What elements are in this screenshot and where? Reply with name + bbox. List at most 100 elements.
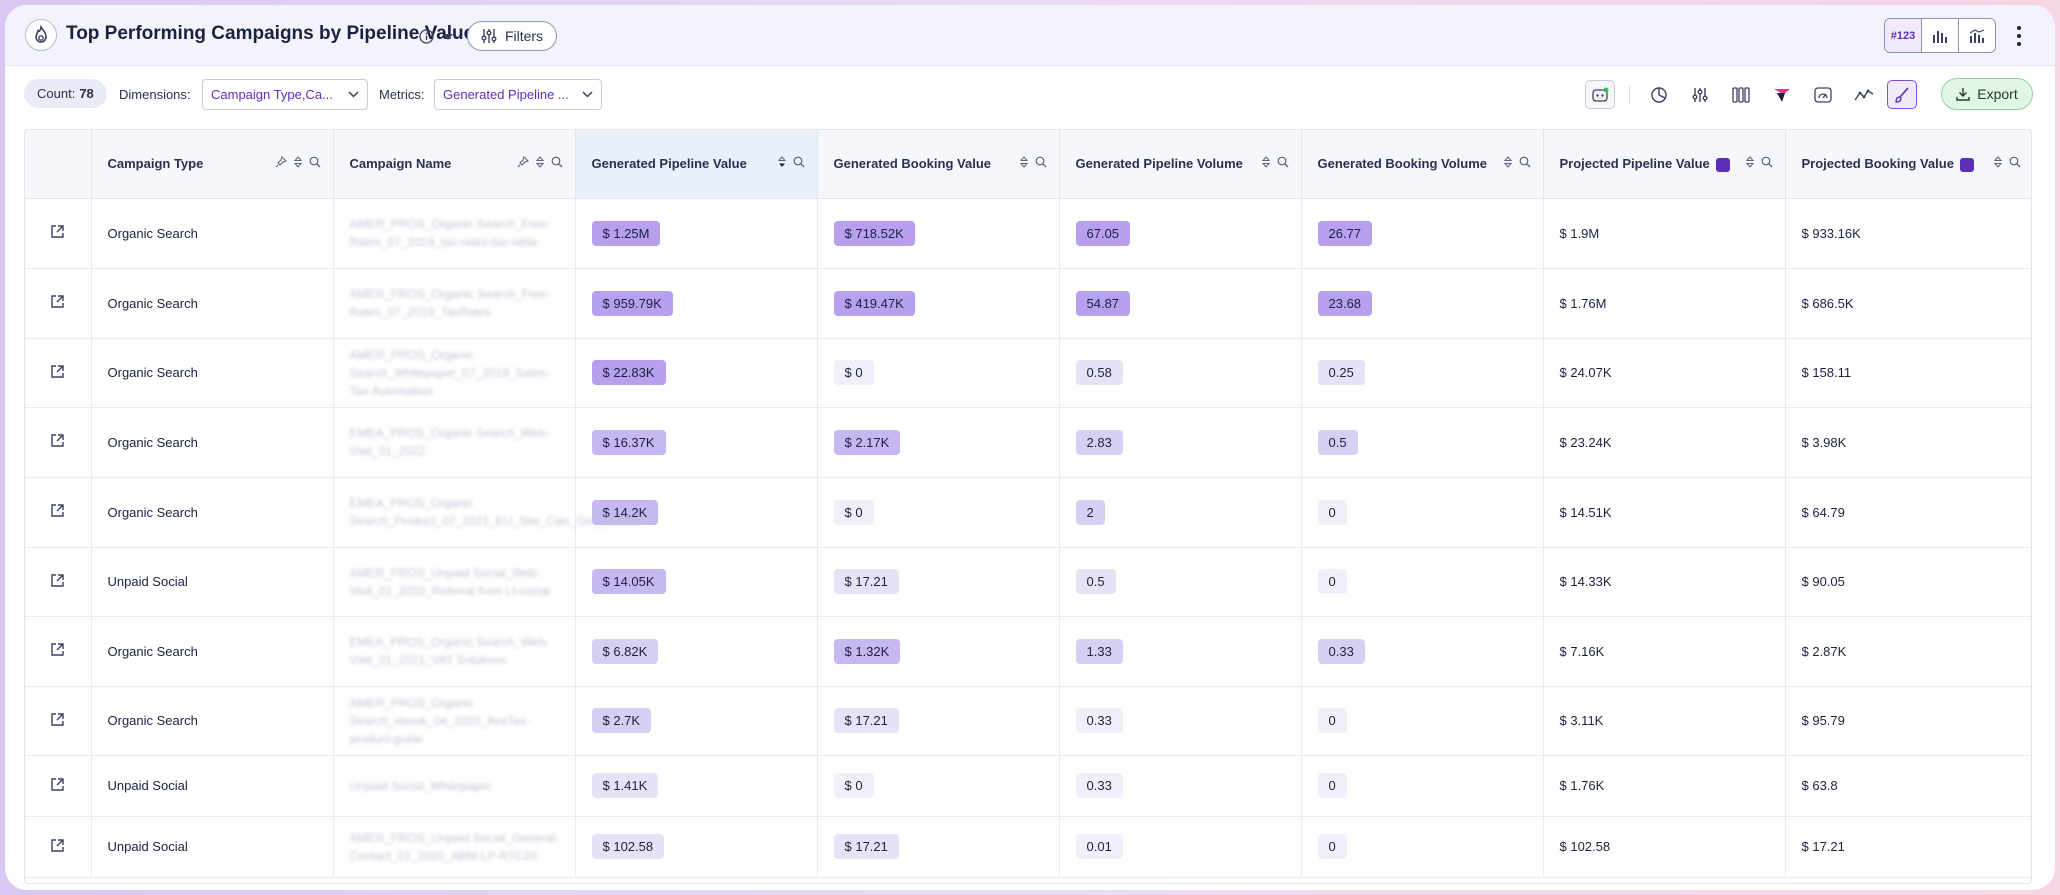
search-icon[interactable] [1519, 156, 1531, 168]
dimensions-select[interactable]: Campaign Type,Ca... [202, 79, 368, 110]
value-chip: 0 [1317, 569, 1347, 594]
open-row-cell[interactable] [25, 198, 92, 269]
external-link-icon[interactable] [50, 364, 65, 379]
open-row-cell[interactable] [25, 547, 92, 617]
value-chip: 0.01 [1075, 834, 1123, 859]
header-projected-booking-value[interactable]: Projected Booking Value [1785, 130, 2031, 199]
open-row-cell[interactable] [25, 755, 92, 817]
generated-pipeline-volume-cell: 0.33 [1059, 755, 1302, 817]
combo-chart-view-button[interactable] [1959, 19, 1995, 52]
pin-icon[interactable] [517, 156, 529, 168]
value-chip: 26.77 [1317, 220, 1373, 246]
info-icon[interactable] [419, 29, 434, 44]
controls-toolbar: Count: 78 Dimensions: Campaign Type,Ca..… [5, 66, 2055, 126]
open-row-cell[interactable] [25, 407, 92, 478]
generated-pipeline-value-cell: $ 14.05K [575, 547, 818, 617]
projected-pipeline-value-cell: $ 7.16K [1543, 616, 1786, 687]
table-row: Organic Search EMEA_PROS_Organic Search_W… [25, 616, 2031, 687]
brush-icon [1895, 86, 1909, 103]
open-row-cell[interactable] [25, 816, 92, 878]
columns-button[interactable] [1726, 80, 1756, 109]
table-row: Unpaid Social AMER_PROS_Unpaid Social_Gen… [25, 816, 2031, 878]
header-generated-booking-value[interactable]: Generated Booking Value [817, 130, 1060, 199]
sort-icon[interactable] [1993, 156, 2002, 168]
search-icon[interactable] [309, 156, 321, 168]
sort-icon[interactable] [1503, 156, 1512, 168]
adjust-button[interactable] [1685, 80, 1715, 109]
generated-booking-value-cell: $ 0 [817, 477, 1060, 548]
funnel-icon [1774, 88, 1790, 102]
value-chip: 2.83 [1075, 429, 1123, 455]
search-icon[interactable] [2009, 156, 2021, 168]
sort-descending-icon[interactable] [777, 156, 786, 168]
sort-icon[interactable] [1745, 156, 1754, 168]
chevron-down-icon [348, 91, 359, 98]
sort-icon[interactable] [535, 156, 544, 168]
open-row-cell[interactable] [25, 338, 92, 408]
open-row-cell[interactable] [25, 616, 92, 687]
header-generated-pipeline-volume[interactable]: Generated Pipeline Volume [1059, 130, 1302, 199]
more-options-icon[interactable] [2012, 23, 2026, 49]
generated-pipeline-volume-cell: 54.87 [1059, 268, 1302, 339]
search-icon[interactable] [1761, 156, 1773, 168]
table-row: Organic Search AMER_PROS_Organic Search_W… [25, 338, 2031, 408]
ai-assistant-button[interactable] [1585, 80, 1615, 109]
bar-chart-view-button[interactable] [1922, 19, 1959, 52]
sort-icon[interactable] [293, 156, 302, 168]
value-chip: $ 0 [833, 360, 874, 385]
brush-button[interactable] [1887, 80, 1917, 109]
external-link-icon[interactable] [50, 433, 65, 448]
header-label: Campaign Type [107, 156, 204, 172]
search-icon[interactable] [1035, 156, 1047, 168]
header-generated-pipeline-value[interactable]: Generated Pipeline Value [575, 130, 818, 199]
metrics-select[interactable]: Generated Pipeline ... [434, 79, 602, 110]
projected-pipeline-value-cell: $ 23.24K [1543, 407, 1786, 478]
pie-chart-button[interactable] [1644, 80, 1674, 109]
header-projected-pipeline-value[interactable]: Projected Pipeline Value [1543, 130, 1786, 199]
external-link-icon[interactable] [50, 573, 65, 588]
header-campaign-name[interactable]: Campaign Name [333, 130, 576, 199]
search-icon[interactable] [551, 156, 563, 168]
search-icon[interactable] [1277, 156, 1289, 168]
open-row-cell[interactable] [25, 477, 92, 548]
sort-icon[interactable] [1019, 156, 1028, 168]
generated-pipeline-volume-cell: 0.5 [1059, 547, 1302, 617]
campaign-name-cell: EMEA_PROS_Organic Search_Web-Visit_01_20… [333, 616, 576, 687]
generated-pipeline-value-cell: $ 2.7K [575, 686, 818, 756]
pin-icon[interactable] [275, 156, 287, 168]
export-button[interactable]: Export [1941, 78, 2033, 110]
generated-booking-value-cell: $ 419.47K [817, 268, 1060, 339]
header-generated-booking-volume[interactable]: Generated Booking Volume [1301, 130, 1544, 199]
gauge-button[interactable] [1808, 80, 1838, 109]
trend-button[interactable] [1849, 80, 1879, 109]
table-row: Organic Search AMER_PROS_Organic Search_e… [25, 686, 2031, 756]
campaign-type-cell: Organic Search [91, 407, 334, 478]
value-chip: $ 102.58 [591, 834, 665, 859]
sort-icon[interactable] [1261, 156, 1270, 168]
campaign-name-cell: AMER_PROS_Organic Search_Free-Rates_07_2… [333, 198, 576, 269]
external-link-icon[interactable] [50, 712, 65, 727]
generated-pipeline-value-cell: $ 1.41K [575, 755, 818, 817]
external-link-icon[interactable] [50, 838, 65, 853]
external-link-icon[interactable] [50, 224, 65, 239]
value-chip: 1.33 [1075, 638, 1123, 664]
external-link-icon[interactable] [50, 294, 65, 309]
open-row-cell[interactable] [25, 686, 92, 756]
open-row-cell[interactable] [25, 268, 92, 339]
external-link-icon[interactable] [50, 503, 65, 518]
search-icon[interactable] [793, 156, 805, 168]
table-row: Organic Search AMER_PROS_Organic Search_F… [25, 198, 2031, 269]
caret-down-icon[interactable] [442, 33, 454, 41]
funnel-button[interactable] [1767, 80, 1797, 109]
dimensions-value: Campaign Type,Ca... [211, 87, 333, 102]
external-link-icon[interactable] [50, 642, 65, 657]
table-row: Organic Search AMER_PROS_Organic Search_F… [25, 268, 2031, 339]
header-campaign-type[interactable]: Campaign Type [91, 130, 334, 199]
campaign-type-cell: Unpaid Social [91, 816, 334, 878]
number-view-button[interactable]: #123 [1885, 19, 1922, 52]
external-link-icon[interactable] [50, 777, 65, 792]
filters-button[interactable]: Filters [467, 21, 557, 51]
filters-label: Filters [504, 28, 544, 44]
chevron-down-icon [582, 91, 593, 98]
projected-pipeline-value-cell: $ 1.76M [1543, 268, 1786, 339]
